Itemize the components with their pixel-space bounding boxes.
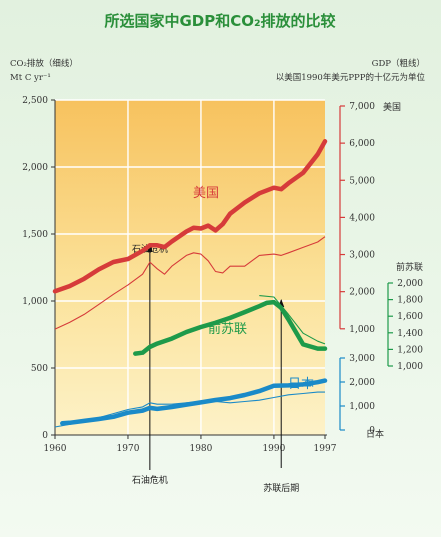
co2-line-us xyxy=(54,236,326,330)
gdp-tick-label: 1,000 xyxy=(349,325,375,335)
right-axes: 1,000 2,000 3,000 4,000 5,000 6,000 7,000 1,000… xyxy=(339,101,423,440)
chart-title: 所选国家中GDP和CO₂排放的比较 xyxy=(104,12,335,30)
x-axis: 1960 1970 1980 1990 1997 xyxy=(44,434,337,454)
gdp-axis-name-ussr: 前苏联 xyxy=(396,261,423,273)
gdp-tick-label: 0 xyxy=(369,426,375,436)
left-tick-label: 500 xyxy=(31,364,48,374)
left-axis-label: CO₂排放（细线） xyxy=(10,58,78,69)
gdp-axis-label: GDP（粗线） xyxy=(372,58,425,69)
x-tick-label: 1997 xyxy=(314,444,337,454)
series-label-japan: 日本 xyxy=(288,377,314,392)
series-label-ussr: 前苏联 xyxy=(208,321,247,337)
left-tick-label: 1,500 xyxy=(22,230,48,240)
gdp-tick-label: 2,000 xyxy=(349,378,375,388)
x-tick-label: 1990 xyxy=(262,444,285,454)
gdp-tick-label: 1,400 xyxy=(397,329,423,339)
gdp-tick-label: 1,000 xyxy=(349,402,375,412)
series-label-us: 美国 xyxy=(193,186,219,201)
gdp-axis-name-japan: 日本 xyxy=(366,428,384,440)
gdp-tick-label: 1,600 xyxy=(397,312,423,322)
gdp-tick-label: 3,000 xyxy=(349,354,375,364)
gdp-tick-label: 1,000 xyxy=(397,362,423,372)
co2-line-former-ussr xyxy=(259,295,326,345)
gdp-tick-label: 3,000 xyxy=(349,251,375,261)
gdp-line-japan xyxy=(60,378,328,426)
left-tick-label: 1,000 xyxy=(22,297,48,307)
gdp-tick-label: 4,000 xyxy=(349,213,375,223)
left-tick-label: 0 xyxy=(42,431,48,441)
left-axis-unit: Mt C yr⁻¹ xyxy=(10,73,51,83)
annotation-oil-crisis-lower: 石油危机 xyxy=(132,474,168,486)
x-tick-label: 1970 xyxy=(117,444,140,454)
gdp-tick-label: 6,000 xyxy=(349,139,375,149)
gdp-line-former-ussr xyxy=(133,299,328,356)
gdp-tick-label: 7,000 xyxy=(349,102,375,112)
annotation-soviet-collapse: 苏联后期 xyxy=(263,482,299,494)
gdp-axis-name-us: 美国 xyxy=(383,101,401,113)
left-tick-label: 2,000 xyxy=(22,163,48,173)
left-axis: 0 500 1,000 1,500 2,000 2,500 xyxy=(22,96,56,441)
left-tick-label: 2,500 xyxy=(22,96,48,106)
gdp-line-us xyxy=(52,139,328,294)
gdp-tick-label: 2,000 xyxy=(397,279,423,289)
x-tick-label: 1960 xyxy=(44,444,67,454)
gdp-tick-label: 1,200 xyxy=(397,345,423,355)
x-tick-label: 1980 xyxy=(189,444,212,454)
gdp-tick-label: 5,000 xyxy=(349,176,375,186)
grid xyxy=(55,99,325,435)
series xyxy=(52,139,328,428)
gdp-tick-label: 1,800 xyxy=(397,296,423,306)
gdp-axis-unit: 以美国1990年美元PPP的十亿元为单位 xyxy=(276,72,426,83)
gdp-tick-label: 2,000 xyxy=(349,288,375,298)
